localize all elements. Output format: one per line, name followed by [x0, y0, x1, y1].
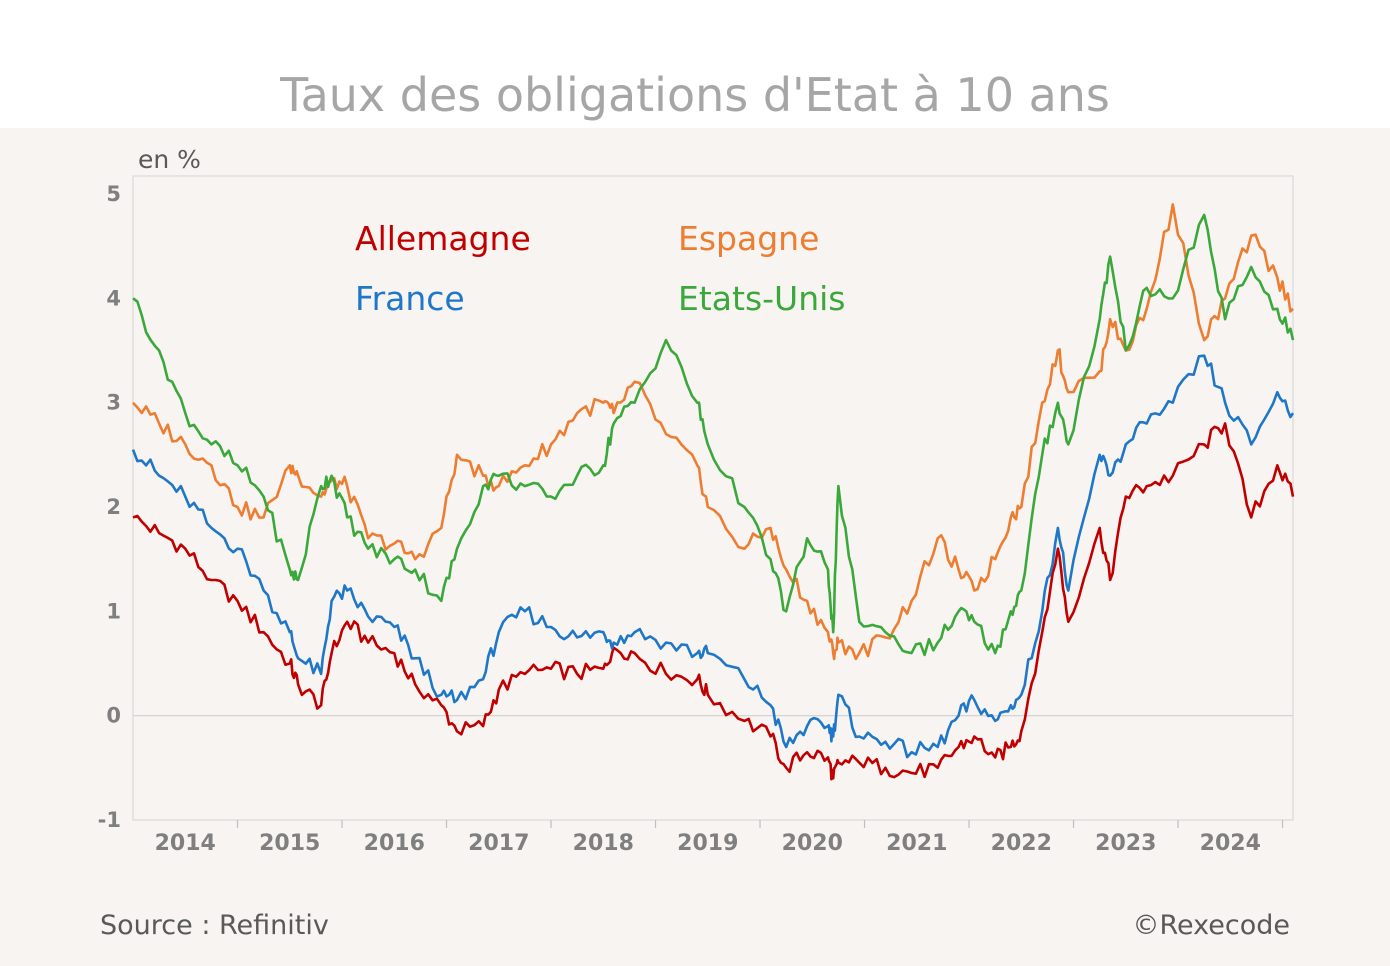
- y-tick-label: 3: [106, 391, 121, 415]
- series-line-etats-unis: [132, 213, 1295, 657]
- y-tick-label: -1: [98, 808, 121, 832]
- x-tick-label: 2023: [1095, 831, 1156, 856]
- y-tick-label: 0: [106, 704, 121, 728]
- chart-panel: -1 0 1 2 3 4 5 en % 2014 2015 2016 2017 2018 2019 2020…: [0, 128, 1390, 966]
- series-line-france: [131, 354, 1295, 759]
- x-tick-label: 2016: [364, 831, 425, 856]
- series-line-allemagne: [132, 422, 1295, 781]
- series-line-espagne: [132, 203, 1294, 661]
- x-tick-label: 2020: [782, 831, 843, 856]
- y-tick-label: 2: [106, 495, 121, 519]
- y-tick-label: 4: [106, 286, 121, 310]
- y-tick-label: 5: [106, 182, 121, 206]
- x-tick-label: 2019: [677, 831, 738, 856]
- x-tick-label: 2017: [468, 831, 529, 856]
- legend-label-etats-unis: Etats-Unis: [678, 279, 845, 318]
- legend-label-france: France: [355, 279, 465, 318]
- plot-frame: [132, 175, 1294, 821]
- copyright-note: ©Rexecode: [1132, 910, 1290, 941]
- source-note: Source : Refinitiv: [100, 910, 329, 941]
- x-tick-label: 2018: [573, 831, 634, 856]
- x-tick-label: 2015: [259, 831, 320, 856]
- legend-label-allemagne: Allemagne: [355, 219, 531, 258]
- chart-title: Taux des obligations d'Etat à 10 ans: [280, 68, 1110, 122]
- x-tick-label: 2021: [886, 831, 947, 856]
- x-tick-label: 2024: [1200, 831, 1261, 856]
- y-tick-label: 1: [106, 599, 121, 623]
- legend-label-espagne: Espagne: [678, 219, 819, 258]
- y-axis-label: en %: [138, 145, 201, 174]
- x-tick-label: 2022: [991, 831, 1052, 856]
- x-tick-label: 2014: [155, 831, 216, 856]
- line-chart: -1 0 1 2 3 4 5 en % 2014 2015 2016 2017 2018 2019 2020…: [98, 145, 1295, 856]
